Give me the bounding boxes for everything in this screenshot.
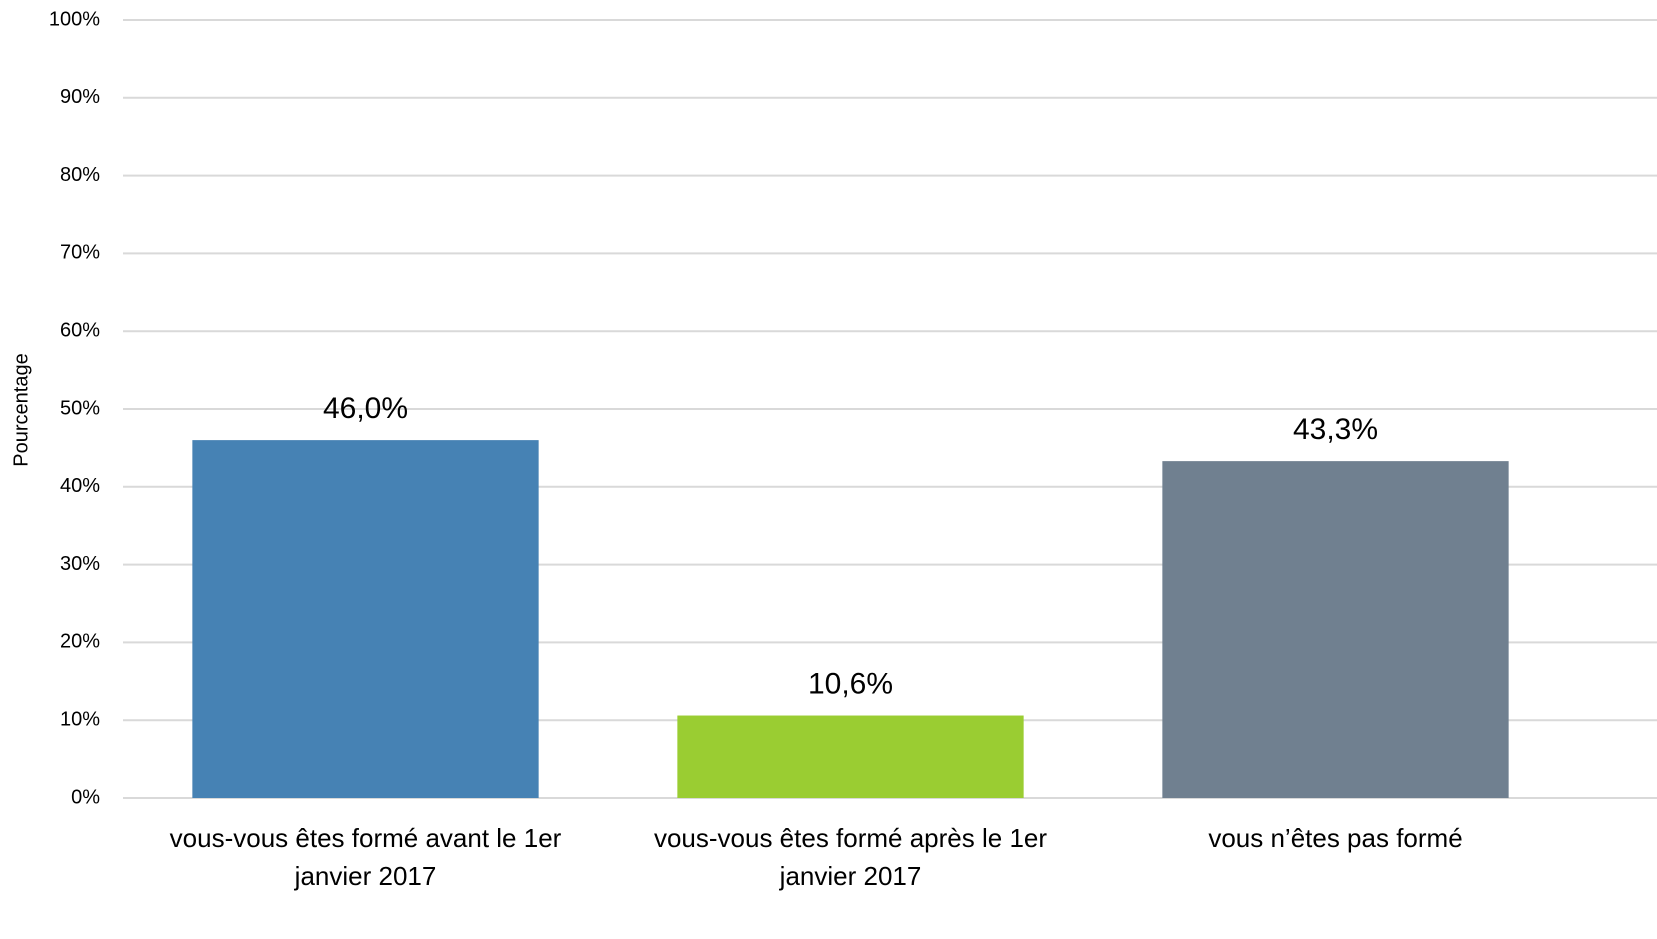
bar: [192, 440, 539, 798]
x-tick-label: vous-vous êtes formé avant le 1er janvie…: [169, 823, 562, 891]
y-tick-label: 40%: [60, 475, 100, 497]
y-tick-label: 20%: [60, 631, 100, 653]
y-tick-label: 80%: [60, 164, 100, 186]
bar: [677, 715, 1024, 798]
y-tick-label: 90%: [60, 86, 100, 108]
y-tick-label: 70%: [60, 242, 100, 264]
x-tick-label: vous n’êtes pas formé: [1208, 823, 1463, 853]
y-tick-label: 10%: [60, 708, 100, 730]
data-label: 43,3%: [1293, 413, 1378, 446]
y-axis-label: Pourcentage: [10, 353, 32, 466]
y-tick-label: 30%: [60, 553, 100, 575]
y-tick-label: 60%: [60, 319, 100, 341]
x-tick-label: vous-vous êtes formé après le 1er janvie…: [653, 823, 1048, 891]
y-tick-label: 100%: [49, 8, 100, 30]
y-tick-label: 50%: [60, 397, 100, 419]
data-label: 46,0%: [323, 392, 408, 425]
data-label: 10,6%: [808, 667, 893, 700]
y-tick-label: 0%: [71, 786, 100, 808]
bar: [1162, 461, 1509, 798]
